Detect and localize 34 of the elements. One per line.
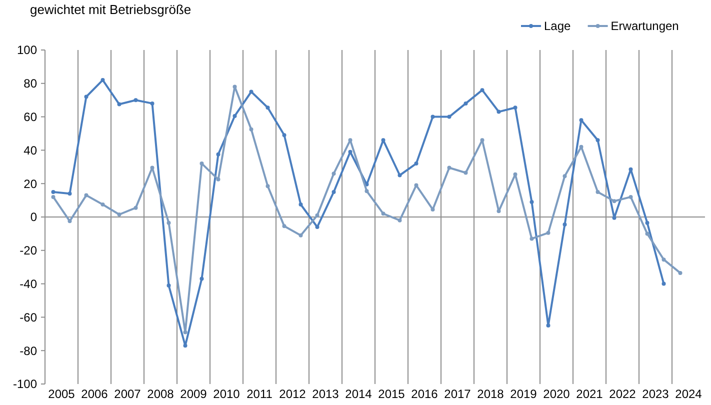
x-tick-label: 2009 (180, 387, 208, 401)
y-tick-label: -60 (20, 310, 38, 324)
x-tick-label: 2012 (279, 387, 306, 401)
x-tick-label: 2007 (114, 387, 142, 401)
x-tick-label: 2017 (444, 387, 472, 401)
x-tick-label: 2014 (345, 387, 372, 401)
y-tick-label: -100 (12, 377, 38, 392)
y-tick-label: -20 (20, 244, 38, 258)
x-tick-label: 2006 (81, 387, 108, 401)
legend-label: Lage (544, 19, 572, 33)
x-tick-label: 2008 (147, 387, 174, 401)
x-tick-label: 2022 (609, 387, 636, 401)
y-tick-label: 100 (16, 43, 38, 58)
y-tick-label: -80 (20, 344, 38, 358)
x-tick-label: 2024 (675, 387, 702, 401)
x-tick-label: 2021 (576, 387, 604, 401)
x-tick-label: 2018 (477, 387, 504, 401)
y-tick-label: -40 (20, 277, 38, 291)
x-tick-label: 2023 (642, 387, 670, 401)
legend-label: Erwartungen (610, 19, 679, 33)
x-tick-label: 2019 (510, 387, 538, 401)
chart-title: gewichtet mit Betriebsgröße (30, 2, 192, 17)
x-tick-label: 2005 (48, 387, 76, 401)
y-tick-label: 80 (24, 76, 38, 91)
x-tick-label: 2010 (213, 387, 240, 401)
x-tick-label: 2011 (246, 387, 273, 401)
x-tick-label: 2016 (411, 387, 438, 401)
x-tick-label: 2013 (312, 387, 340, 401)
x-tick-label: 2015 (378, 387, 406, 401)
y-tick-label: 0 (30, 210, 38, 224)
y-tick-label: 20 (24, 176, 38, 191)
y-tick-label: 40 (24, 143, 38, 158)
y-tick-label: 60 (24, 110, 38, 124)
x-tick-label: 2020 (543, 387, 570, 401)
